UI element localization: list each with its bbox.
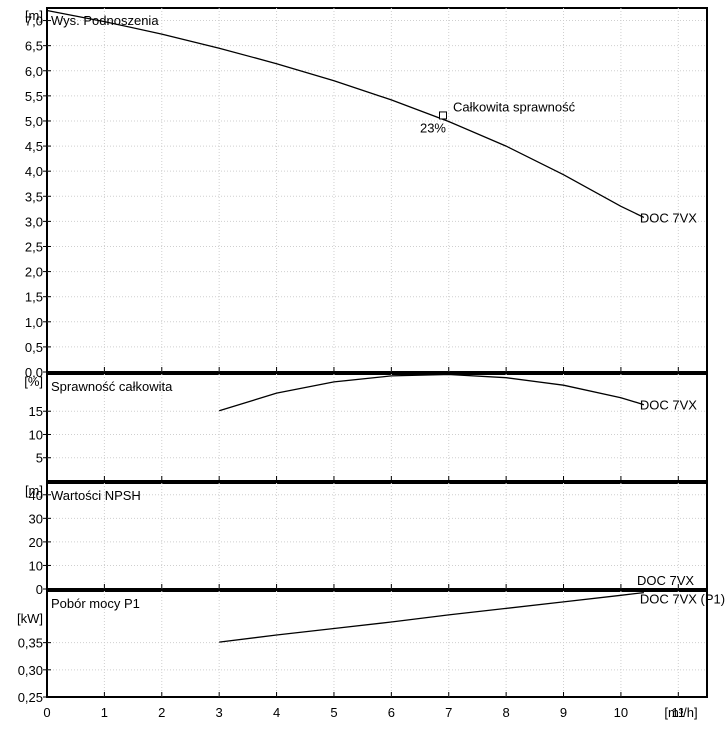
y-tick-label: 1,5: [25, 290, 43, 305]
y-tick-label: 2,0: [25, 265, 43, 280]
series-label: DOC 7VX (P1): [640, 592, 725, 607]
panel-title: Wartości NPSH: [51, 488, 141, 503]
series-label: DOC 7VX: [640, 210, 697, 225]
panel-title: Pobór mocy P1: [51, 596, 140, 611]
y-tick-label: 2,5: [25, 239, 43, 254]
y-tick-label: 15: [29, 404, 43, 419]
x-tick-label: 7: [445, 705, 452, 720]
y-tick-label: 6,0: [25, 64, 43, 79]
y-tick-label: 0: [36, 582, 43, 597]
y-tick-label: 7,0: [25, 14, 43, 29]
series-line: [46, 9, 645, 218]
y-tick-label: 0,30: [18, 663, 43, 678]
x-tick-label: 8: [503, 705, 510, 720]
y-unit-label: [m]: [25, 8, 43, 23]
y-tick-label: 5,0: [25, 114, 43, 129]
series-label: DOC 7VX: [640, 398, 697, 413]
x-tick-label: 6: [388, 705, 395, 720]
efficiency-value-label: 23%: [420, 120, 446, 135]
operating-point-marker: [439, 111, 447, 120]
y-unit-label: [m]: [25, 483, 43, 498]
y-tick-label: 6,5: [25, 39, 43, 54]
y-tick-label: 0,0: [25, 365, 43, 380]
y-tick-label: 3,0: [25, 214, 43, 229]
efficiency-annotation-label: Całkowita sprawność: [453, 99, 576, 114]
panel-frame: [46, 7, 708, 373]
y-tick-label: 5,5: [25, 89, 43, 104]
y-tick-label: 0,35: [18, 636, 43, 651]
y-tick-label: 10: [29, 558, 43, 573]
x-tick-label: 11: [672, 705, 686, 720]
x-tick-label: 1: [101, 705, 108, 720]
series-label: DOC 7VX: [637, 573, 694, 588]
x-tick-label: 0: [43, 705, 50, 720]
y-tick-label: 20: [29, 535, 43, 550]
panel-frame: [46, 373, 708, 482]
y-unit-label: [kW]: [17, 611, 43, 626]
y-tick-label: 5: [36, 451, 43, 466]
x-tick-label: 3: [216, 705, 223, 720]
series-line: [219, 591, 644, 643]
y-tick-label: 30: [29, 511, 43, 526]
panel-title: Sprawność całkowita: [51, 379, 173, 394]
y-tick-label: 0,25: [18, 690, 43, 705]
y-tick-label: 1,0: [25, 315, 43, 330]
x-tick-label: 10: [614, 705, 628, 720]
y-tick-label: 40: [29, 488, 43, 503]
x-tick-label: 9: [560, 705, 567, 720]
x-tick-label: 4: [273, 705, 280, 720]
panel-title: Wys. Podnoszenia: [51, 13, 159, 28]
x-tick-label: 2: [158, 705, 165, 720]
x-unit-label: [m³/h]: [664, 705, 697, 720]
panel-frame: [46, 482, 708, 590]
y-tick-label: 3,5: [25, 189, 43, 204]
series-line: [219, 373, 645, 412]
y-tick-label: 10: [29, 427, 43, 442]
y-tick-label: 4,5: [25, 139, 43, 154]
y-tick-label: 4,0: [25, 164, 43, 179]
y-tick-label: 0,5: [25, 340, 43, 355]
panel-frame: [46, 590, 708, 698]
y-unit-label: [%]: [24, 374, 43, 389]
x-tick-label: 5: [330, 705, 337, 720]
